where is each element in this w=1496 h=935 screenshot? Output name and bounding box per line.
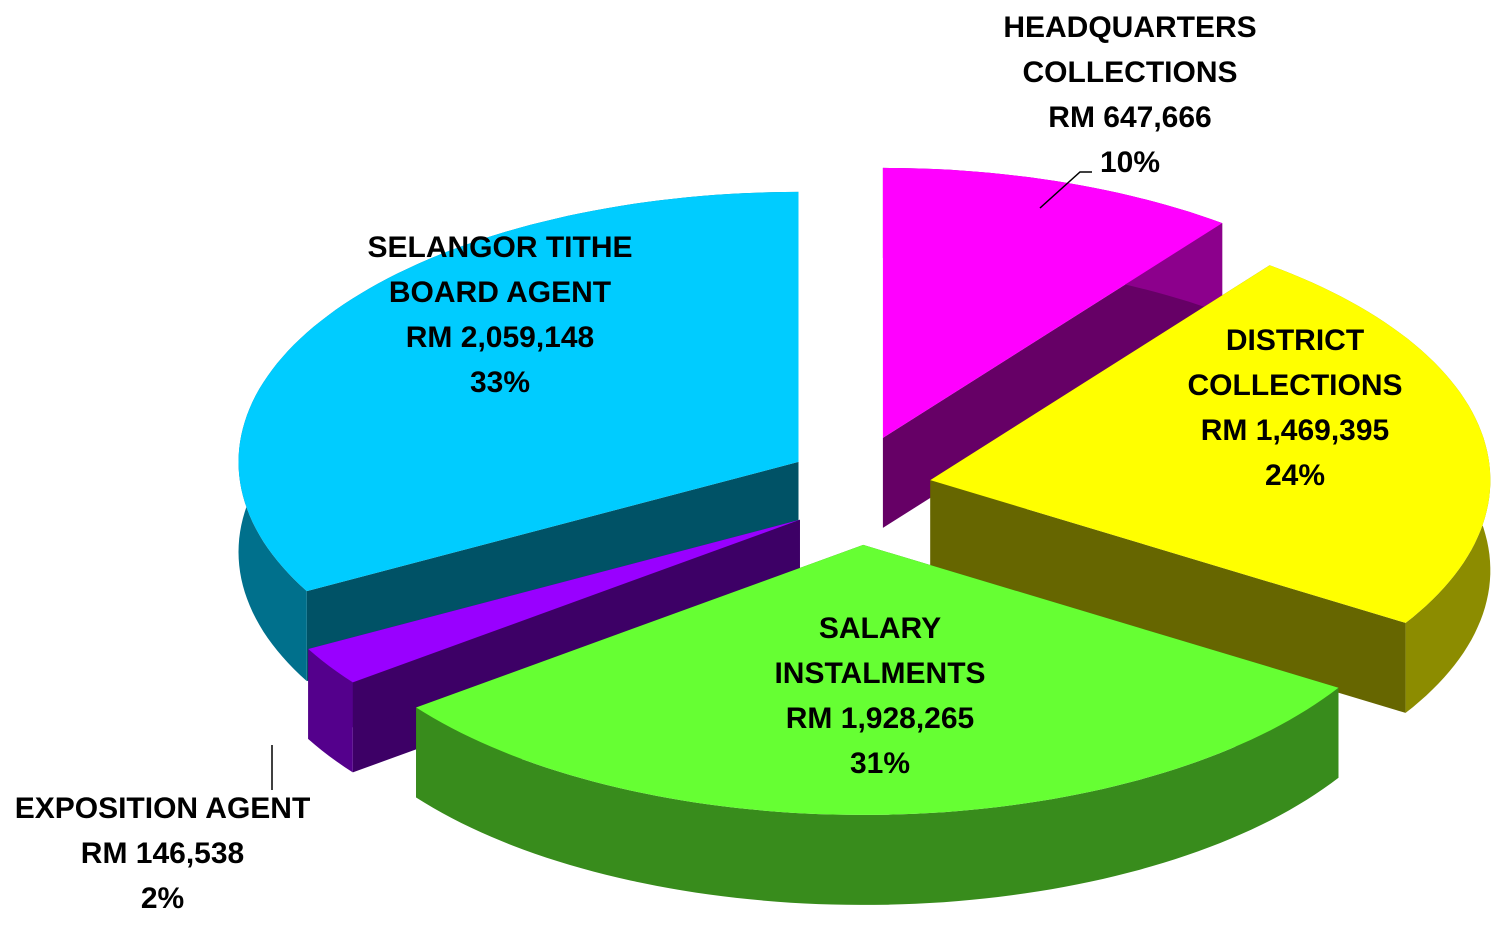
- page: HEADQUARTERS COLLECTIONSRM 647,66610% DIS…: [0, 0, 1496, 935]
- percent-label: 24%: [1165, 453, 1425, 498]
- percent-label: 2%: [0, 876, 325, 921]
- percent-label: 10%: [980, 140, 1280, 185]
- percent-label: 31%: [750, 741, 1010, 786]
- value-label: RM 2,059,148: [350, 315, 650, 360]
- value-label: RM 647,666: [980, 95, 1280, 140]
- percent-label: 33%: [350, 360, 650, 405]
- category-label: HEADQUARTERS COLLECTIONS: [980, 5, 1280, 95]
- value-label: RM 1,469,395: [1165, 408, 1425, 453]
- category-label: SALARY INSTALMENTS: [750, 606, 1010, 696]
- category-label: DISTRICT COLLECTIONS: [1165, 318, 1425, 408]
- category-label: SELANGOR TITHE BOARD AGENT: [350, 225, 650, 315]
- value-label: RM 146,538: [0, 831, 325, 876]
- category-label: EXPOSITION AGENT: [0, 786, 325, 831]
- value-label: RM 1,928,265: [750, 696, 1010, 741]
